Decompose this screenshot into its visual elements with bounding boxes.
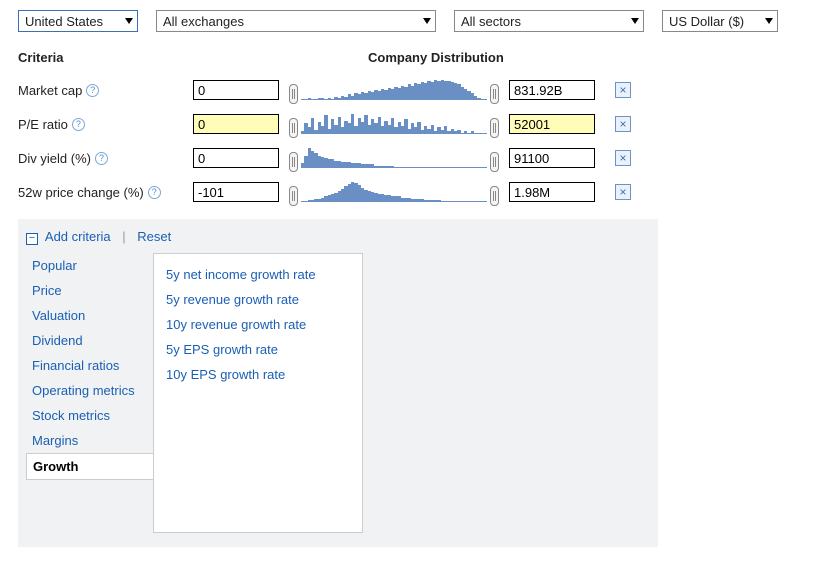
category-item[interactable]: Valuation xyxy=(26,303,154,328)
distribution-slider[interactable] xyxy=(289,110,499,138)
slider-handle-left[interactable] xyxy=(289,186,298,206)
chevron-down-icon xyxy=(423,18,431,24)
exchange-dropdown-label: All exchanges xyxy=(163,14,244,29)
distribution-slider[interactable] xyxy=(289,76,499,104)
min-input[interactable] xyxy=(193,114,279,134)
slider-handle-right[interactable] xyxy=(490,118,499,138)
add-criteria-panel: − Add criteria | Reset PopularPriceValua… xyxy=(18,219,658,547)
category-item[interactable]: Operating metrics xyxy=(26,378,154,403)
help-icon[interactable]: ? xyxy=(86,84,99,97)
min-input[interactable] xyxy=(193,148,279,168)
reset-link[interactable]: Reset xyxy=(137,229,171,244)
criteria-label: Div yield (%)? xyxy=(18,151,193,166)
criteria-row: Div yield (%)? × xyxy=(18,141,797,175)
currency-dropdown[interactable]: US Dollar ($) xyxy=(662,10,778,32)
min-input[interactable] xyxy=(193,182,279,202)
criteria-label-text: 52w price change (%) xyxy=(18,185,144,200)
currency-dropdown-label: US Dollar ($) xyxy=(669,14,744,29)
help-icon[interactable]: ? xyxy=(72,118,85,131)
category-item[interactable]: Popular xyxy=(26,253,154,278)
slider-handle-left[interactable] xyxy=(289,84,298,104)
category-item[interactable]: Price xyxy=(26,278,154,303)
distribution-slider[interactable] xyxy=(289,178,499,206)
criteria-row: 52w price change (%)? × xyxy=(18,175,797,209)
criteria-label-text: Market cap xyxy=(18,83,82,98)
help-icon[interactable]: ? xyxy=(148,186,161,199)
add-criteria-link[interactable]: Add criteria xyxy=(45,229,111,244)
chevron-down-icon xyxy=(765,18,773,24)
max-input[interactable] xyxy=(509,80,595,100)
distribution-sparkline xyxy=(301,146,487,168)
remove-criteria-button[interactable]: × xyxy=(615,116,631,132)
slider-handle-left[interactable] xyxy=(289,118,298,138)
criteria-label-text: P/E ratio xyxy=(18,117,68,132)
criteria-row: Market cap? × xyxy=(18,73,797,107)
panel-body: PopularPriceValuationDividendFinancial r… xyxy=(26,253,650,533)
slider-handle-right[interactable] xyxy=(490,186,499,206)
criteria-option[interactable]: 10y EPS growth rate xyxy=(164,362,352,387)
separator: | xyxy=(122,229,125,244)
help-icon[interactable]: ? xyxy=(95,152,108,165)
criteria-option[interactable]: 5y EPS growth rate xyxy=(164,337,352,362)
max-input[interactable] xyxy=(509,182,595,202)
slider-handle-right[interactable] xyxy=(490,84,499,104)
chevron-down-icon xyxy=(631,18,639,24)
category-item[interactable]: Growth xyxy=(26,453,154,480)
criteria-label: P/E ratio? xyxy=(18,117,193,132)
criteria-row: P/E ratio? × xyxy=(18,107,797,141)
distribution-header: Company Distribution xyxy=(368,50,504,65)
country-dropdown[interactable]: United States xyxy=(18,10,138,32)
country-dropdown-label: United States xyxy=(25,14,103,29)
category-item[interactable]: Dividend xyxy=(26,328,154,353)
max-input[interactable] xyxy=(509,114,595,134)
remove-criteria-button[interactable]: × xyxy=(615,82,631,98)
criteria-header: Criteria xyxy=(18,50,193,65)
criteria-label-text: Div yield (%) xyxy=(18,151,91,166)
category-list: PopularPriceValuationDividendFinancial r… xyxy=(26,253,154,533)
sector-dropdown[interactable]: All sectors xyxy=(454,10,644,32)
criteria-label: 52w price change (%)? xyxy=(18,185,193,200)
remove-criteria-button[interactable]: × xyxy=(615,150,631,166)
collapse-icon[interactable]: − xyxy=(26,233,38,245)
category-item[interactable]: Margins xyxy=(26,428,154,453)
option-list: 5y net income growth rate5y revenue grow… xyxy=(153,253,363,533)
slider-handle-right[interactable] xyxy=(490,152,499,172)
criteria-option[interactable]: 5y revenue growth rate xyxy=(164,287,352,312)
category-item[interactable]: Stock metrics xyxy=(26,403,154,428)
category-item[interactable]: Financial ratios xyxy=(26,353,154,378)
top-filters: United States All exchanges All sectors … xyxy=(18,10,797,32)
panel-top: − Add criteria | Reset xyxy=(26,229,650,245)
sector-dropdown-label: All sectors xyxy=(461,14,521,29)
slider-handle-left[interactable] xyxy=(289,152,298,172)
exchange-dropdown[interactable]: All exchanges xyxy=(156,10,436,32)
criteria-rows: Market cap?×P/E ratio?×Div yield (%)?×52… xyxy=(18,73,797,209)
distribution-sparkline xyxy=(301,112,487,134)
chevron-down-icon xyxy=(125,18,133,24)
min-input[interactable] xyxy=(193,80,279,100)
criteria-label: Market cap? xyxy=(18,83,193,98)
distribution-slider[interactable] xyxy=(289,144,499,172)
criteria-option[interactable]: 5y net income growth rate xyxy=(164,262,352,287)
distribution-sparkline xyxy=(301,78,487,100)
section-headers: Criteria Company Distribution xyxy=(18,50,797,65)
remove-criteria-button[interactable]: × xyxy=(615,184,631,200)
criteria-option[interactable]: 10y revenue growth rate xyxy=(164,312,352,337)
max-input[interactable] xyxy=(509,148,595,168)
distribution-sparkline xyxy=(301,180,487,202)
